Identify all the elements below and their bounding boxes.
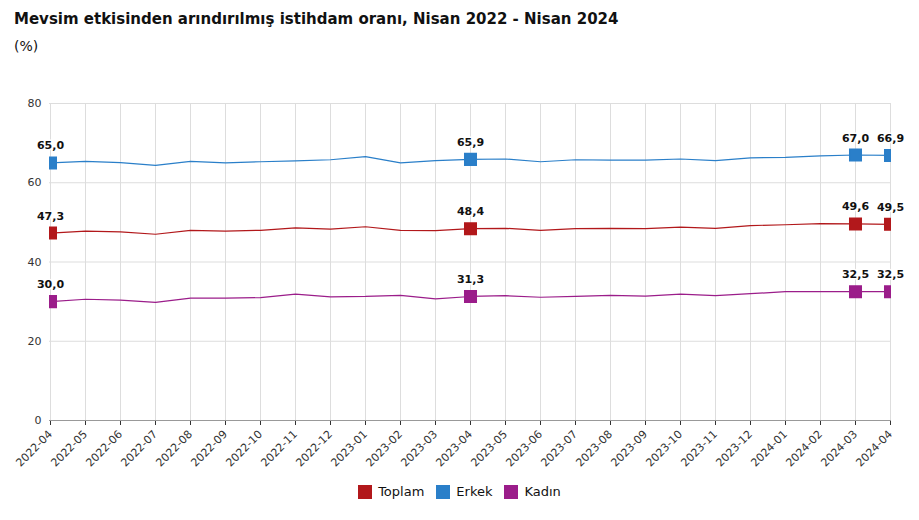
svg-text:49,6: 49,6 xyxy=(842,200,869,213)
svg-text:80: 80 xyxy=(28,97,42,110)
svg-text:2022-08: 2022-08 xyxy=(153,428,195,470)
svg-text:2023-07: 2023-07 xyxy=(538,428,580,470)
svg-text:2023-01: 2023-01 xyxy=(328,428,370,470)
svg-text:2022-04: 2022-04 xyxy=(13,428,55,470)
svg-text:0: 0 xyxy=(35,414,42,427)
svg-text:60: 60 xyxy=(28,176,42,189)
svg-text:40: 40 xyxy=(28,256,42,269)
svg-text:2024-02: 2024-02 xyxy=(783,428,825,470)
svg-text:2023-09: 2023-09 xyxy=(608,428,650,470)
svg-text:2022-11: 2022-11 xyxy=(258,428,300,470)
svg-text:2024-03: 2024-03 xyxy=(818,428,860,470)
svg-text:20: 20 xyxy=(28,335,42,348)
svg-text:2024-01: 2024-01 xyxy=(748,428,790,470)
svg-text:30,0: 30,0 xyxy=(37,278,64,291)
svg-text:2023-12: 2023-12 xyxy=(713,428,755,470)
html-text:Kadın: Kadın xyxy=(524,484,561,499)
svg-text:2024-04: 2024-04 xyxy=(853,428,895,470)
svg-text:2023-03: 2023-03 xyxy=(398,428,440,470)
svg-text:47,3: 47,3 xyxy=(37,210,64,223)
html-text:Mevsim etkisinden arındırılmış: Mevsim etkisinden arındırılmış istihdam … xyxy=(14,10,619,28)
svg-text:2023-11: 2023-11 xyxy=(678,428,720,470)
svg-text:67,0: 67,0 xyxy=(842,132,869,145)
svg-text:2022-12: 2022-12 xyxy=(293,428,335,470)
svg-text:2022-10: 2022-10 xyxy=(223,428,265,470)
svg-text:2023-02: 2023-02 xyxy=(363,428,405,470)
svg-text:2023-10: 2023-10 xyxy=(643,428,685,470)
svg-text:66,9: 66,9 xyxy=(877,132,904,145)
svg-text:32,5: 32,5 xyxy=(877,268,904,281)
svg-text:2022-06: 2022-06 xyxy=(83,428,125,470)
svg-text:2023-04: 2023-04 xyxy=(433,428,475,470)
svg-text:31,3: 31,3 xyxy=(457,273,484,286)
svg-text:2022-05: 2022-05 xyxy=(48,428,90,470)
svg-text:2023-08: 2023-08 xyxy=(573,428,615,470)
svg-text:49,5: 49,5 xyxy=(877,201,904,214)
svg-text:2023-05: 2023-05 xyxy=(468,428,510,470)
svg-text:65,9: 65,9 xyxy=(457,136,484,149)
svg-text:2023-06: 2023-06 xyxy=(503,428,545,470)
html-text:Toplam: Toplam xyxy=(378,484,425,499)
svg-text:2022-07: 2022-07 xyxy=(118,428,160,470)
svg-text:2022-09: 2022-09 xyxy=(188,428,230,470)
html-text:Erkek: Erkek xyxy=(456,484,493,499)
svg-text:65,0: 65,0 xyxy=(37,139,64,152)
svg-text:32,5: 32,5 xyxy=(842,268,869,281)
svg-text:48,4: 48,4 xyxy=(457,205,484,218)
